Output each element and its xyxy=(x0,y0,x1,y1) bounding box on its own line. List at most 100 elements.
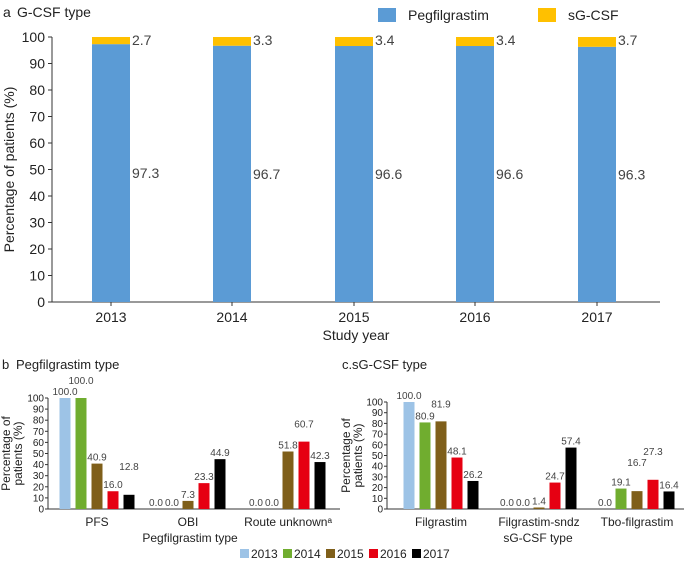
data-label: 97.3 xyxy=(132,165,159,181)
bar-2016-Tbo-filgrastim xyxy=(647,479,659,509)
panel-letter: a xyxy=(3,4,11,20)
data-label: 27.3 xyxy=(643,447,663,458)
bar-2015-Filgrastim xyxy=(435,421,447,509)
y-tick-label: 0 xyxy=(377,505,383,516)
data-label: 51.8 xyxy=(278,441,298,452)
bar-2017-Filgrastim xyxy=(467,480,479,509)
bar-sg-csf-2014 xyxy=(213,37,251,46)
y-tick-label: 10 xyxy=(372,494,384,505)
data-label: 96.3 xyxy=(618,166,645,182)
y-axis-title: Percentage ofpatients (%) xyxy=(339,417,365,492)
y-tick-label: 20 xyxy=(29,241,45,257)
legend-label: sG-CSF xyxy=(568,7,619,23)
y-tick-label: 100 xyxy=(366,398,383,409)
y-axis-title: Percentage ofpatients (%) xyxy=(0,415,25,490)
x-tick-label: 2016 xyxy=(459,309,490,325)
data-label: 96.6 xyxy=(375,166,402,182)
y-axis-title-line: Percentage of xyxy=(339,417,353,492)
data-label: 42.3 xyxy=(310,451,330,462)
y-tick-label: 20 xyxy=(33,482,45,493)
y-tick-label: 90 xyxy=(372,408,384,419)
bar-2016-Route unknownᵃ xyxy=(298,441,310,509)
data-label: 0.0 xyxy=(149,498,163,509)
y-tick-label: 90 xyxy=(29,56,45,72)
x-axis-title: sG-CSF type xyxy=(503,531,573,545)
data-label: 57.4 xyxy=(561,437,581,448)
panel-letter: c. xyxy=(342,357,352,372)
data-label: 96.6 xyxy=(496,166,523,182)
y-tick-label: 80 xyxy=(29,82,45,98)
panel-title: G-CSF type xyxy=(17,4,91,20)
y-tick-label: 60 xyxy=(33,438,45,449)
y-tick-label: 30 xyxy=(33,471,45,482)
legend-label: 2015 xyxy=(337,547,364,561)
bar-pegfilgrastim-2015 xyxy=(335,46,373,303)
legend-swatch-2016 xyxy=(369,549,378,558)
legend-swatch-2017 xyxy=(412,549,421,558)
bar-2017-Tbo-filgrastim xyxy=(663,491,675,509)
x-tick-label: 2017 xyxy=(581,309,612,325)
bar-sg-csf-2015 xyxy=(335,37,373,47)
y-tick-label: 100 xyxy=(22,29,46,45)
data-label: 100.0 xyxy=(396,391,421,402)
bar-sg-csf-2016 xyxy=(456,37,494,47)
x-axis-title: Study year xyxy=(323,327,390,343)
bar-2014-Tbo-filgrastim xyxy=(615,488,627,509)
panel-title: Pegfilgrastim type xyxy=(16,357,119,372)
data-label: 0.0 xyxy=(265,498,279,509)
data-label: 3.4 xyxy=(375,32,395,48)
bar-pegfilgrastim-2014 xyxy=(213,45,251,303)
data-label: 1.4 xyxy=(532,497,546,508)
y-tick-label: 70 xyxy=(29,109,45,125)
data-label: 7.3 xyxy=(181,490,195,501)
y-tick-label: 50 xyxy=(33,449,45,460)
legend-swatch-2015 xyxy=(326,549,335,558)
bar-2016-OBI xyxy=(198,483,210,509)
data-label: 19.1 xyxy=(611,478,631,489)
data-label: 2.7 xyxy=(132,32,152,48)
y-tick-label: 40 xyxy=(372,462,384,473)
x-tick-label: Filgrastim xyxy=(415,515,467,529)
data-label: 23.3 xyxy=(194,472,214,483)
data-label: 16.4 xyxy=(659,480,679,491)
x-tick-label: Route unknownᵃ xyxy=(244,515,332,529)
y-tick-label: 10 xyxy=(33,493,45,504)
y-axis-title-line: patients (%) xyxy=(11,421,25,485)
y-tick-label: 60 xyxy=(29,135,45,151)
bar-2016-PFS xyxy=(107,491,119,509)
bar-2015-Tbo-filgrastim xyxy=(631,491,643,509)
bar-sg-csf-2017 xyxy=(578,37,616,47)
y-tick-label: 70 xyxy=(33,427,45,438)
x-tick-label: 2014 xyxy=(216,309,247,325)
bar-2014-Filgrastim xyxy=(419,422,431,509)
y-tick-label: 20 xyxy=(372,483,384,494)
data-label: 0.0 xyxy=(598,498,612,509)
data-label: 60.7 xyxy=(294,420,314,431)
data-label: 0.0 xyxy=(249,498,263,509)
panel-title: sG-CSF type xyxy=(352,357,427,372)
bar-2015-Route unknownᵃ xyxy=(282,451,294,509)
data-label: 100.0 xyxy=(52,387,77,398)
data-label: 81.9 xyxy=(431,399,451,410)
bar-2015-PFS xyxy=(91,463,103,509)
bar-pegfilgrastim-2017 xyxy=(578,46,616,303)
bar-2017-Route unknownᵃ xyxy=(314,462,326,509)
data-label: 0.0 xyxy=(500,498,514,509)
data-label: 3.3 xyxy=(253,32,273,48)
data-label: 3.4 xyxy=(496,32,516,48)
data-label: 100.0 xyxy=(68,376,93,387)
bar-2017-OBI xyxy=(214,459,226,509)
panel-letter: b xyxy=(2,357,9,372)
legend-label: 2016 xyxy=(380,547,407,561)
y-axis-title-line: patients (%) xyxy=(351,423,365,487)
x-tick-label: Filgrastim-sndz xyxy=(498,515,579,529)
bar-2013-Filgrastim xyxy=(403,402,415,509)
legend-swatch-2013 xyxy=(240,549,249,558)
bar-2014-PFS xyxy=(75,398,87,509)
x-tick-label: Tbo-filgrastim xyxy=(601,515,674,529)
y-tick-label: 80 xyxy=(372,419,384,430)
legend-swatch-sg-csf xyxy=(538,8,556,22)
x-axis-title: Pegfilgrastim type xyxy=(142,531,238,545)
bar-2015-OBI xyxy=(182,500,194,509)
y-tick-label: 0 xyxy=(38,505,44,516)
